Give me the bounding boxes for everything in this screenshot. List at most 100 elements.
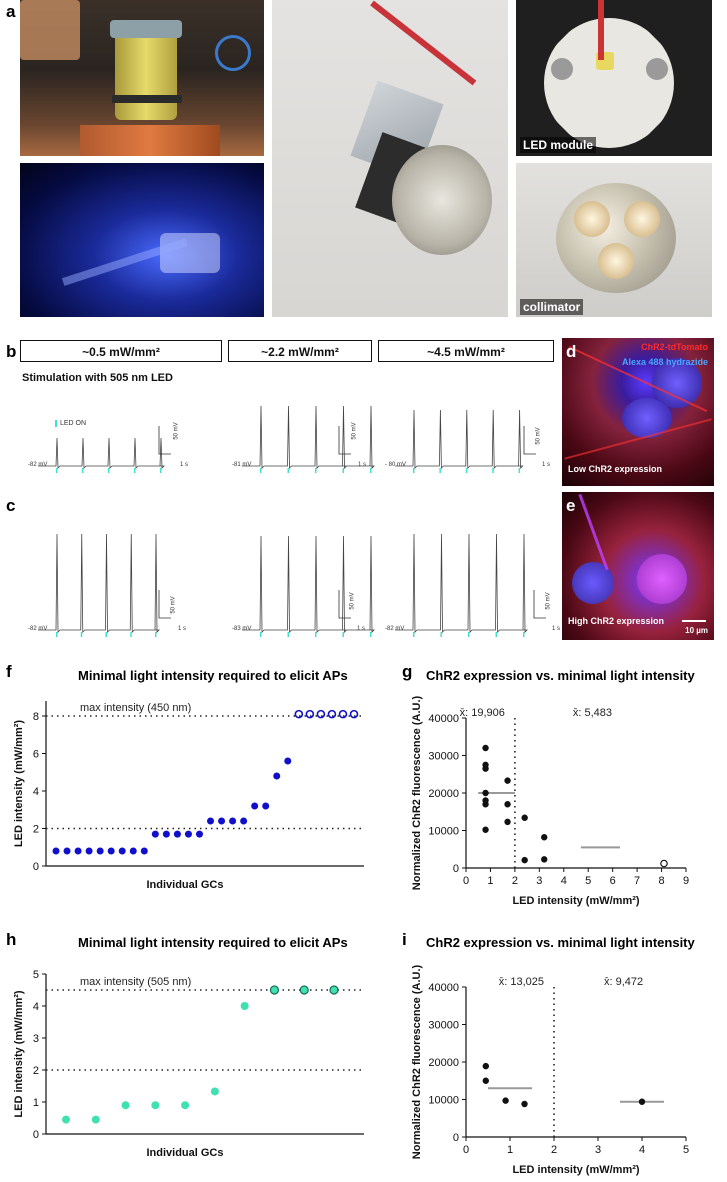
data-point-open — [305, 709, 315, 719]
y-tick-label: 40000 — [428, 713, 459, 725]
led-pulse-marker — [439, 468, 441, 473]
fluorescence-low: ChR2-tdTomato Alexa 488 hydrazide Low Ch… — [562, 338, 714, 486]
led-on-marker — [55, 420, 57, 427]
led-pulse-marker — [342, 632, 344, 637]
data-point — [52, 847, 60, 855]
scale-v-b1: 50 mV — [173, 422, 180, 440]
data-point — [504, 801, 511, 808]
data-point — [195, 830, 203, 838]
data-point-open — [660, 859, 668, 868]
chart-g: 0 10000 20000 30000 40000 Normalized ChR2 flu… — [411, 695, 689, 907]
scale-t-b3: 1 s — [542, 462, 551, 468]
y-tick-label: 2 — [33, 1065, 39, 1077]
led-pulse-marker — [495, 632, 497, 637]
panel-letter-c: c — [6, 496, 16, 515]
led-pulse-marker — [413, 468, 415, 473]
led-pulse-marker — [105, 632, 107, 637]
x-tick-label: 2 — [551, 1144, 557, 1156]
data-point — [284, 757, 292, 765]
y-tick-label: 10000 — [428, 1095, 459, 1107]
data-point — [482, 744, 489, 752]
intensity-header-mid: ~2.2 mW/mm² — [228, 340, 372, 362]
y-tick-label: 10000 — [428, 826, 459, 838]
scale-v-c2: 50 mV — [349, 592, 356, 610]
collimator-photo: collimator — [516, 163, 712, 317]
data-point — [210, 1087, 219, 1096]
voltage-trace — [242, 535, 375, 633]
panel-letter-d: d — [566, 342, 577, 361]
data-point — [173, 830, 181, 838]
data-point — [482, 1077, 489, 1084]
data-point — [121, 1101, 130, 1110]
fluorescence-high: High ChR2 expression 10 µm — [562, 492, 714, 640]
y-tick-label: 6 — [33, 749, 39, 761]
led-module-label: LED module — [520, 137, 597, 153]
data-point-max — [299, 985, 309, 995]
scale-t-b2: 1 s — [358, 462, 367, 468]
mean-annotation-left: x̄: 19,906 — [460, 707, 505, 719]
scalebar-label: 10 µm — [685, 626, 708, 635]
panel-letter-i: i — [402, 930, 407, 949]
led-pulse-marker — [160, 468, 162, 473]
y-tick-label: 20000 — [428, 1057, 459, 1069]
x-tick-label: 8 — [658, 875, 664, 887]
data-point — [541, 834, 548, 841]
data-point-max — [269, 985, 280, 995]
data-point — [96, 847, 104, 855]
scale-bar — [338, 426, 351, 455]
y-tick-label: 2 — [33, 824, 39, 836]
x-tick-label: 7 — [634, 875, 640, 887]
y-tick-label: 0 — [453, 1132, 459, 1144]
data-point — [482, 765, 489, 772]
x-tick-label: 3 — [536, 875, 542, 887]
y-tick-label: 40000 — [428, 982, 459, 994]
scale-v-b2: 50 mV — [351, 422, 358, 440]
data-point-open — [294, 709, 304, 719]
scale-v-c1: 50 mV — [170, 596, 177, 614]
x-axis-title: Individual GCs — [146, 879, 223, 891]
data-point — [151, 1101, 160, 1110]
data-point — [240, 817, 248, 825]
y-tick-label: 8 — [33, 711, 39, 723]
x-tick-label: 4 — [639, 1144, 645, 1156]
baseline-c2: -83 mV — [232, 626, 252, 632]
data-point — [541, 856, 548, 863]
intensity-header-high: ~4.5 mW/mm² — [378, 340, 554, 362]
x-tick-label: 1 — [507, 1144, 513, 1156]
panel-letter-g: g — [402, 662, 413, 681]
led-pulse-marker — [492, 468, 494, 473]
data-point — [482, 801, 489, 808]
chart-i: 0 10000 20000 30000 40000 Normalized ChR2 flu… — [411, 964, 689, 1176]
chart-i-title: ChR2 expression vs. minimal light intens… — [426, 935, 695, 950]
data-point — [62, 1115, 70, 1124]
fluor-caption-high: High ChR2 expression — [568, 616, 665, 626]
y-tick-label: 20000 — [428, 788, 459, 800]
x-tick-label: 5 — [683, 1144, 689, 1156]
x-tick-label: 5 — [585, 875, 591, 887]
data-point — [638, 1098, 646, 1105]
mean-annotation-right: x̄: 5,483 — [573, 707, 612, 719]
scale-v-c3: 50 mV — [545, 592, 552, 610]
data-point — [63, 847, 71, 855]
led-pulse-marker — [413, 632, 415, 637]
y-tick-label: 0 — [33, 1129, 39, 1141]
blue-illumination-photo — [20, 163, 264, 317]
y-axis-title: Normalized ChR2 fluorescence (A.U.) — [411, 964, 423, 1159]
data-point-max — [329, 985, 339, 995]
chart-f-title: Minimal light intensity required to elic… — [78, 668, 348, 683]
data-point — [118, 847, 126, 855]
x-tick-label: 4 — [561, 875, 567, 887]
chart-h: 0 1 2 3 4 5 LED intensity (mW/mm²) max intensit… — [13, 969, 364, 1159]
x-tick-label: 0 — [463, 1144, 469, 1156]
data-point — [107, 847, 115, 855]
data-point — [181, 1101, 190, 1110]
led-pulse-marker — [518, 468, 521, 473]
panel-letter-e: e — [566, 496, 576, 515]
data-point — [521, 856, 528, 864]
led-pulse-marker — [287, 632, 289, 637]
x-axis-title: Individual GCs — [146, 1147, 223, 1159]
led-assembly-photo — [272, 0, 508, 317]
data-point-open — [349, 709, 359, 719]
data-point — [502, 1097, 509, 1104]
led-pulse-marker — [440, 632, 442, 637]
